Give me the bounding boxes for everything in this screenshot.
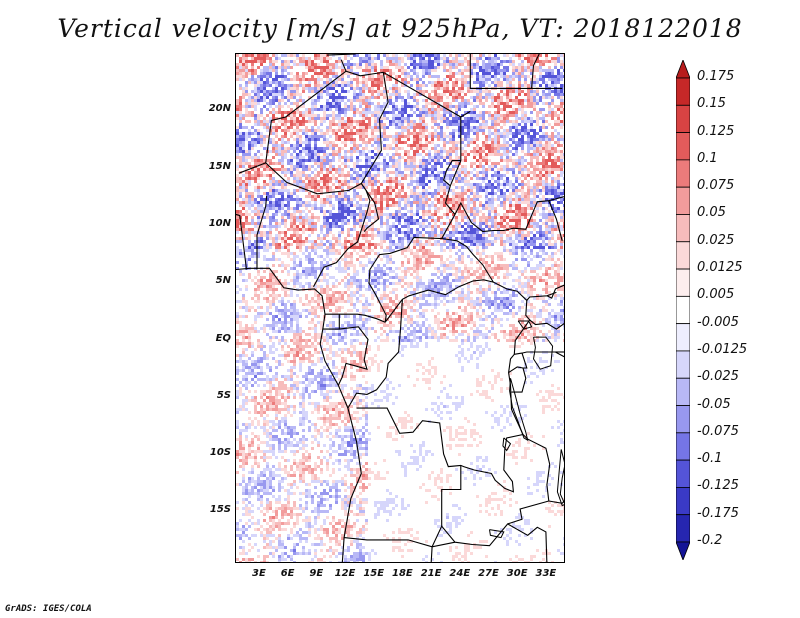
lon-tick-label: 15E xyxy=(363,568,385,579)
lon-tick-label: 21E xyxy=(420,568,442,579)
colorbar-label: 0.175 xyxy=(697,69,735,84)
map-panel xyxy=(235,53,565,563)
lon-tick-label: 18E xyxy=(392,568,413,579)
lat-tick-label: 5N xyxy=(215,275,231,287)
colorbar-band xyxy=(676,514,690,543)
colorbar-label: -0.1 xyxy=(697,451,723,467)
grads-credit: GrADS: IGES/COLA xyxy=(5,604,92,614)
lat-tick-label: 20N xyxy=(208,103,231,115)
lon-tick-label: 27E xyxy=(478,568,499,579)
lon-tick-label: 30E xyxy=(506,568,528,579)
vertical-velocity-map xyxy=(236,54,564,562)
colorbar-band xyxy=(676,487,690,516)
colorbar-label: -0.05 xyxy=(697,396,731,412)
map-title: Vertical velocity [m/s] at 925hPa, VT: 2… xyxy=(57,14,743,43)
colorbar-label: 0.05 xyxy=(697,205,726,221)
lakes xyxy=(489,320,564,539)
colorbar-band xyxy=(676,377,690,406)
colorbar-band xyxy=(676,295,690,325)
colorbar-band xyxy=(676,541,690,560)
colorbar-label: 0.075 xyxy=(697,178,735,194)
colorbar-band xyxy=(676,214,690,243)
colorbar-band xyxy=(676,459,690,488)
lon-tick-label: 24E xyxy=(449,568,471,579)
colorbar-band xyxy=(676,159,690,188)
colorbar-label: -0.2 xyxy=(697,533,723,548)
lat-tick-label: 10N xyxy=(208,217,231,229)
colorbar-band xyxy=(676,104,690,133)
colorbar-label: -0.075 xyxy=(697,423,739,439)
colorbar-label: -0.025 xyxy=(697,369,739,385)
country-borders xyxy=(236,54,564,562)
lon-tick-label: 3E xyxy=(252,568,266,579)
colorbar-band xyxy=(676,350,690,379)
colorbar-label: 0.005 xyxy=(697,287,735,303)
colorbar-band xyxy=(676,432,690,461)
colorbar xyxy=(676,60,690,560)
colorbar-band xyxy=(676,77,690,106)
lat-tick-label: 15N xyxy=(208,160,231,172)
colorbar-label: -0.175 xyxy=(697,505,739,521)
colorbar-band xyxy=(676,323,690,352)
colorbar-band xyxy=(676,186,690,215)
colorbar-band xyxy=(676,132,690,161)
colorbar-label: -0.005 xyxy=(697,314,739,330)
velocity-field xyxy=(236,54,564,562)
colorbar-label: 0.125 xyxy=(697,123,735,139)
colorbar-band xyxy=(676,241,690,270)
colorbar-label: 0.025 xyxy=(697,232,735,248)
colorbar-label: -0.125 xyxy=(697,478,739,494)
colorbar-band xyxy=(676,268,690,297)
colorbar-label: -0.0125 xyxy=(697,341,748,357)
colorbar-band xyxy=(676,60,690,79)
lon-tick-label: 9E xyxy=(309,568,324,579)
colorbar-label: 0.0125 xyxy=(697,260,743,276)
lat-tick-label: 15S xyxy=(209,504,231,516)
colorbar-label: 0.15 xyxy=(697,96,726,112)
colorbar-band xyxy=(676,405,690,434)
lon-tick-label: 6E xyxy=(280,568,295,579)
lat-tick-label: 10S xyxy=(209,447,231,459)
lat-tick-label: EQ xyxy=(215,332,231,344)
lon-tick-label: 12E xyxy=(334,568,356,579)
lat-tick-label: 5S xyxy=(216,389,231,401)
lon-tick-label: 33E xyxy=(535,568,557,579)
colorbar-label: 0.1 xyxy=(697,150,718,166)
